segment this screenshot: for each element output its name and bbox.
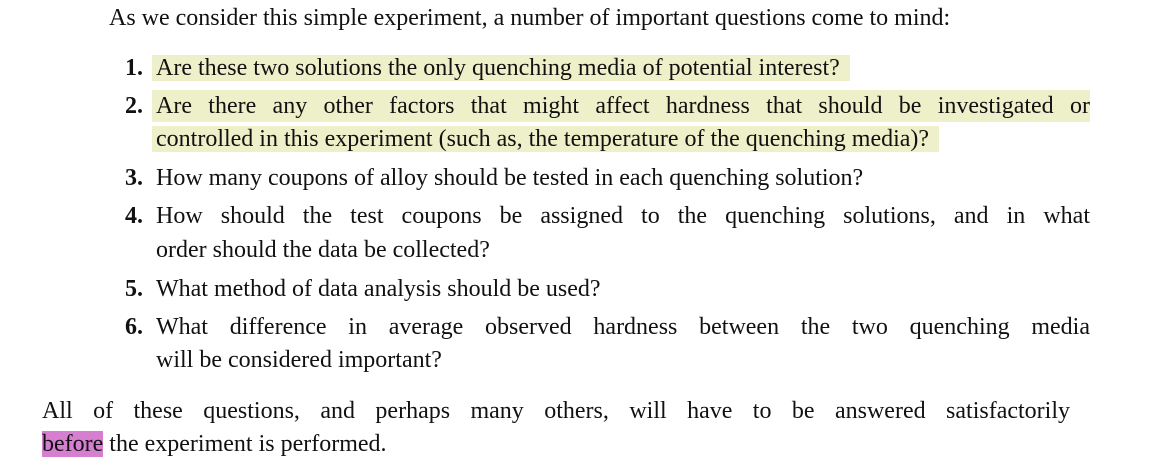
item-number: 2. bbox=[125, 93, 143, 119]
item-line-box: order should the data be collected? bbox=[152, 234, 500, 266]
item-line: How many coupons of alloy should be test… bbox=[156, 165, 864, 191]
item-line: order should the data be collected? bbox=[156, 237, 490, 263]
item-line-box: controlled in this experiment (such as, … bbox=[152, 123, 940, 155]
item-line: Are these two solutions the only quenchi… bbox=[152, 55, 850, 81]
item-line: How should the test coupons be assigned … bbox=[156, 203, 1090, 229]
item-line-box: will be considered important? bbox=[152, 344, 452, 376]
item-line-box: What method of data analysis should be u… bbox=[152, 273, 611, 305]
item-number: 6. bbox=[125, 314, 143, 340]
item-number: 1. bbox=[125, 55, 143, 81]
item-line: What method of data analysis should be u… bbox=[156, 276, 601, 302]
item-line: Are there any other factors that might a… bbox=[152, 90, 1090, 122]
item-line-box: Are these two solutions the only quenchi… bbox=[152, 52, 850, 84]
closing-line: All of these questions, and perhaps many… bbox=[42, 398, 1070, 424]
item-number: 4. bbox=[125, 203, 143, 229]
highlighted-word: before bbox=[42, 431, 104, 457]
closing-rest: the experiment is performed. bbox=[109, 431, 387, 457]
item-number: 5. bbox=[125, 276, 143, 302]
item-number: 3. bbox=[125, 165, 143, 191]
item-line: What difference in average observed hard… bbox=[156, 314, 1090, 340]
intro: As we consider this simple experiment, a… bbox=[109, 5, 951, 31]
item-line: controlled in this experiment (such as, … bbox=[152, 126, 940, 152]
item-line-box: How many coupons of alloy should be test… bbox=[152, 162, 873, 194]
closing-line-box: before the experiment is performed. bbox=[42, 428, 387, 460]
item-line: will be considered important? bbox=[156, 347, 442, 373]
